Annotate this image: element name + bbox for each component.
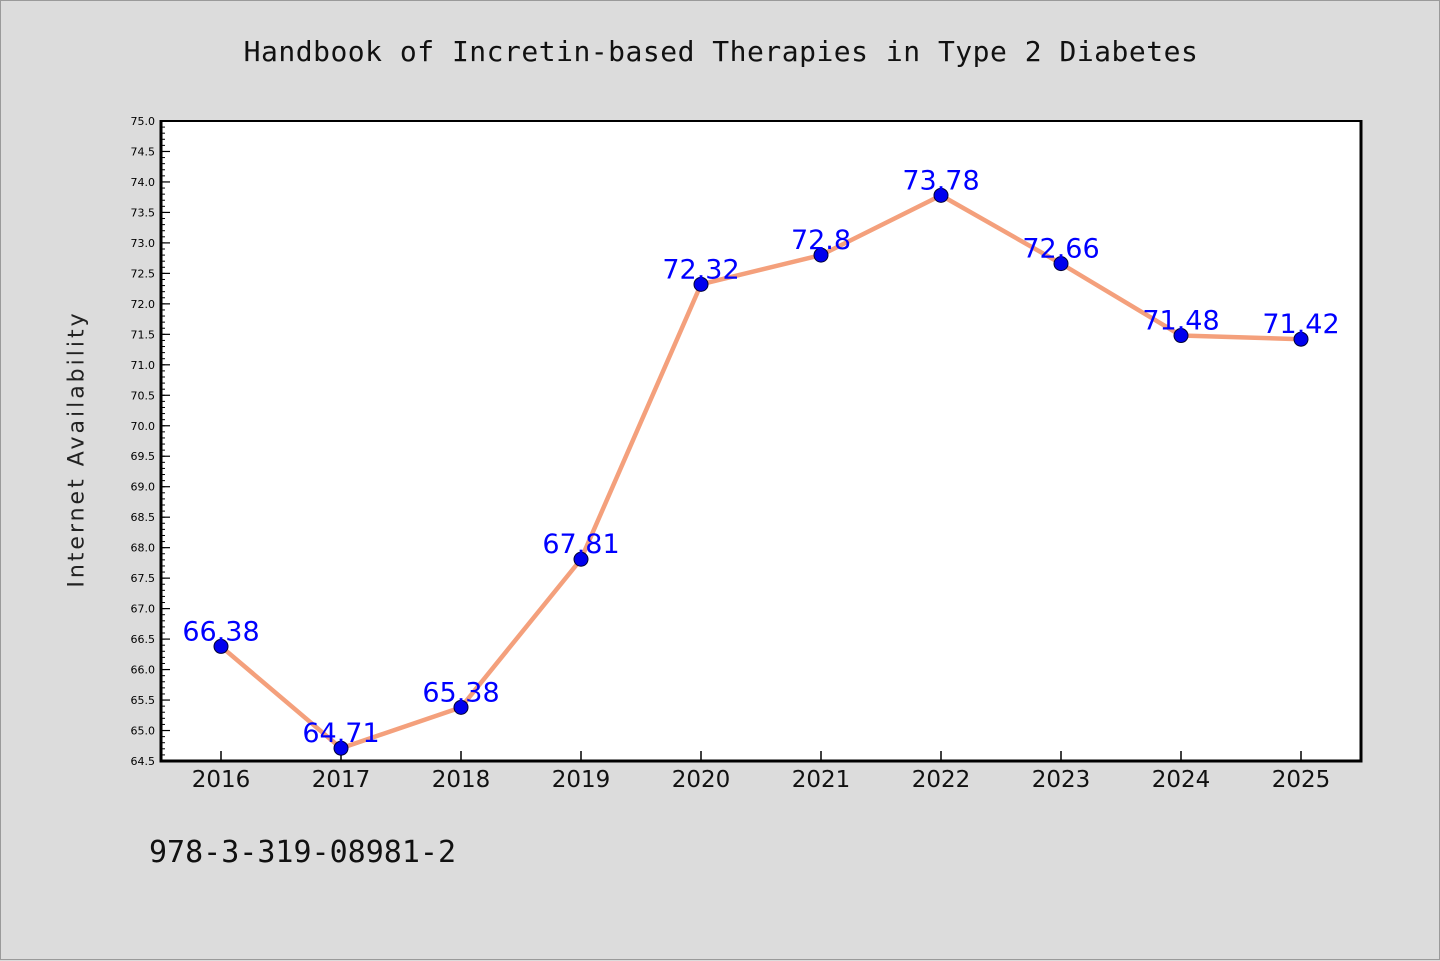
data-point [333,740,349,756]
y-tick-label: 70.5 [131,389,156,402]
y-tick-label: 75.0 [131,115,156,128]
data-point [453,699,469,715]
y-tick-label: 68.0 [131,542,156,555]
x-tick-label: 2018 [432,767,491,793]
data-label: 72.32 [662,254,739,285]
data-point [813,247,829,263]
data-label: 67.81 [542,529,619,560]
data-label: 65.38 [422,677,499,708]
data-point [933,187,949,203]
data-point [573,551,589,567]
y-tick-label: 68.5 [131,511,156,524]
y-tick-label: 73.5 [131,206,156,219]
series-line [218,193,1304,751]
y-tick-label: 66.0 [131,664,156,677]
x-tick-label: 2020 [672,767,731,793]
data-point [1173,328,1189,344]
data-label: 71.48 [1142,306,1219,337]
y-tick-label: 74.5 [131,145,156,158]
y-tick-label: 65.5 [131,694,156,707]
plot-area [161,121,1361,761]
data-point [693,276,709,292]
y-tick-label: 71.5 [131,328,156,341]
y-tick-label: 72.0 [131,298,156,311]
y-tick-label: 67.5 [131,572,156,585]
chart-title: Handbook of Incretin-based Therapies in … [243,35,1199,68]
y-tick-label: 74.0 [131,176,156,189]
data-label: 64.71 [302,718,379,749]
data-label: 71.42 [1262,309,1339,340]
x-tick-label: 2016 [192,767,251,793]
data-label: 73.78 [902,165,979,196]
y-tick-label: 73.0 [131,237,156,250]
y-tick-label: 64.5 [131,755,156,768]
x-tick-label: 2023 [1032,767,1091,793]
data-point [1293,331,1309,347]
x-tick-label: 2022 [912,767,971,793]
y-tick-label: 67.0 [131,603,156,616]
y-tick-label: 72.5 [131,267,156,280]
y-tick-label: 71.0 [131,359,156,372]
y-tick-label: 70.0 [131,420,156,433]
y-tick-label: 65.0 [131,725,156,738]
x-tick-label: 2019 [552,767,611,793]
x-tick-label: 2024 [1152,767,1211,793]
footer-isbn: 978-3-319-08981-2 [149,835,457,870]
data-point [1053,256,1069,272]
y-tick-label: 69.0 [131,481,156,494]
data-label: 72.66 [1022,234,1099,265]
y-tick-label: 69.5 [131,450,156,463]
data-point [213,638,229,654]
x-tick-label: 2017 [312,767,371,793]
x-tick-label: 2021 [792,767,851,793]
x-tick-label: 2025 [1272,767,1331,793]
data-label: 66.38 [182,616,259,647]
y-tick-label: 66.5 [131,633,156,646]
data-label: 72.8 [791,225,851,256]
